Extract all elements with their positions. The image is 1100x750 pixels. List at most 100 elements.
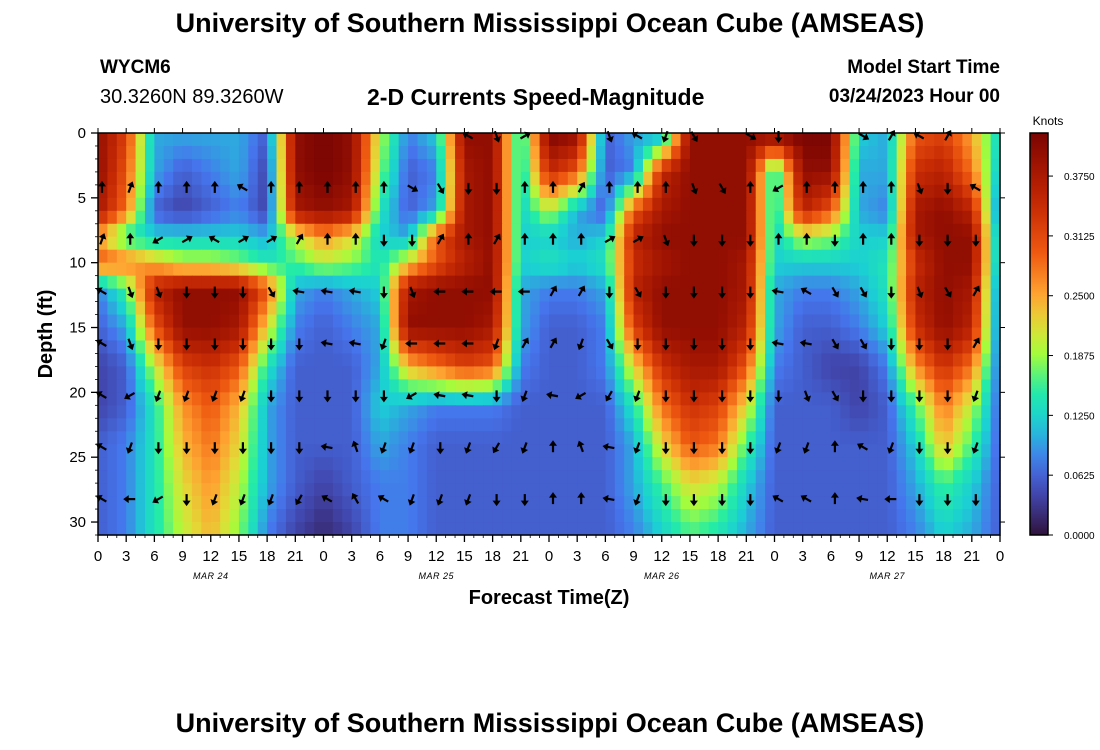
heatmap-cell [502,483,513,497]
heatmap-cell [191,353,202,368]
heatmap-cell [614,340,625,355]
heatmap-cell [173,366,184,380]
heatmap-cell [220,405,231,419]
heatmap-cell [323,301,334,316]
heatmap-cell [708,405,719,419]
heatmap-cell [765,431,776,445]
heatmap-cell [492,197,503,212]
heatmap-cell [445,405,456,419]
heatmap-cell [727,301,738,316]
heatmap-cell [887,483,898,497]
heatmap-cell [896,392,907,406]
heatmap-cell [680,158,691,173]
heatmap-cell [276,184,287,199]
heatmap-cell [173,327,184,342]
heatmap-cell [624,522,635,536]
heatmap-cell [191,210,202,225]
heatmap-cell [915,145,926,160]
heatmap-cell [182,379,193,393]
heatmap-cell [642,457,653,471]
heatmap-cell [191,288,202,303]
heatmap-cell [624,457,635,471]
heatmap-cell [849,236,860,251]
heatmap-cell [483,457,494,471]
heatmap-cell [361,184,372,199]
heatmap-cell [915,379,926,393]
heatmap-cell [793,301,804,316]
heatmap-cell [821,496,832,510]
heatmap-cell [342,314,353,329]
heatmap-cell [351,314,362,329]
direction-arrow [210,494,219,506]
heatmap-cell [699,470,710,484]
heatmap-cell [144,509,155,523]
heatmap-cell [464,171,475,186]
heatmap-cell [426,301,437,316]
heatmap-cell [314,133,325,147]
heatmap-cell [577,158,588,173]
heatmap-cell [408,262,419,277]
heatmap-cell [558,301,569,316]
heatmap-cell [699,379,710,393]
direction-arrow [125,442,134,454]
heatmap-cell [906,197,917,212]
heatmap-cell [229,483,240,497]
heatmap-cell [502,392,513,406]
heatmap-cell [248,301,259,316]
heatmap-cell [586,301,597,316]
heatmap-cell [483,483,494,497]
heatmap-cell [173,522,184,536]
heatmap-cell [661,314,672,329]
heatmap-cell [154,405,165,419]
heatmap-cell [492,158,503,173]
heatmap-cell [605,236,616,251]
heatmap-cell [633,470,644,484]
heatmap-cell [126,405,137,419]
heatmap-cell [614,275,625,290]
heatmap-cell [304,288,315,303]
heatmap-cell [464,379,475,393]
heatmap-cell [389,522,400,536]
heatmap-cell [116,496,127,510]
heatmap-cell [642,210,653,225]
heatmap-cell [229,496,240,510]
heatmap-cell [774,483,785,497]
heatmap-cell [126,145,137,160]
x-tick-label: 12 [879,548,896,565]
heatmap-cell [614,210,625,225]
heatmap-cell [229,470,240,484]
heatmap-cell [558,145,569,160]
heatmap-cell [455,366,466,380]
heatmap-cell [924,223,935,238]
heatmap-cell [492,145,503,160]
heatmap-cell [783,249,794,264]
heatmap-cell [652,262,663,277]
heatmap-cell [821,236,832,251]
heatmap-cell [793,418,804,432]
heatmap-cell [201,353,212,368]
heatmap-cell [802,133,813,147]
heatmap-cell [511,133,522,147]
direction-arrow [182,180,191,193]
heatmap-cell [586,210,597,225]
x-tick-label: 21 [287,548,304,565]
heatmap-cell [473,470,484,484]
heatmap-cell [398,145,409,160]
heatmap-cell [332,431,343,445]
heatmap-cell [765,197,776,212]
heatmap-cell [332,288,343,303]
direction-arrow [661,494,670,507]
heatmap-cell [812,197,823,212]
heatmap-cell [135,262,146,277]
heatmap-cell [455,197,466,212]
y-tick-label: 20 [69,384,86,401]
heatmap-cell [107,197,118,212]
heatmap-cell [652,158,663,173]
heatmap-cell [182,431,193,445]
heatmap-cell [605,145,616,160]
heatmap-cell [802,418,813,432]
heatmap-cell [342,275,353,290]
heatmap-cell [201,431,212,445]
heatmap-cell [502,327,513,342]
heatmap-cell [173,197,184,212]
